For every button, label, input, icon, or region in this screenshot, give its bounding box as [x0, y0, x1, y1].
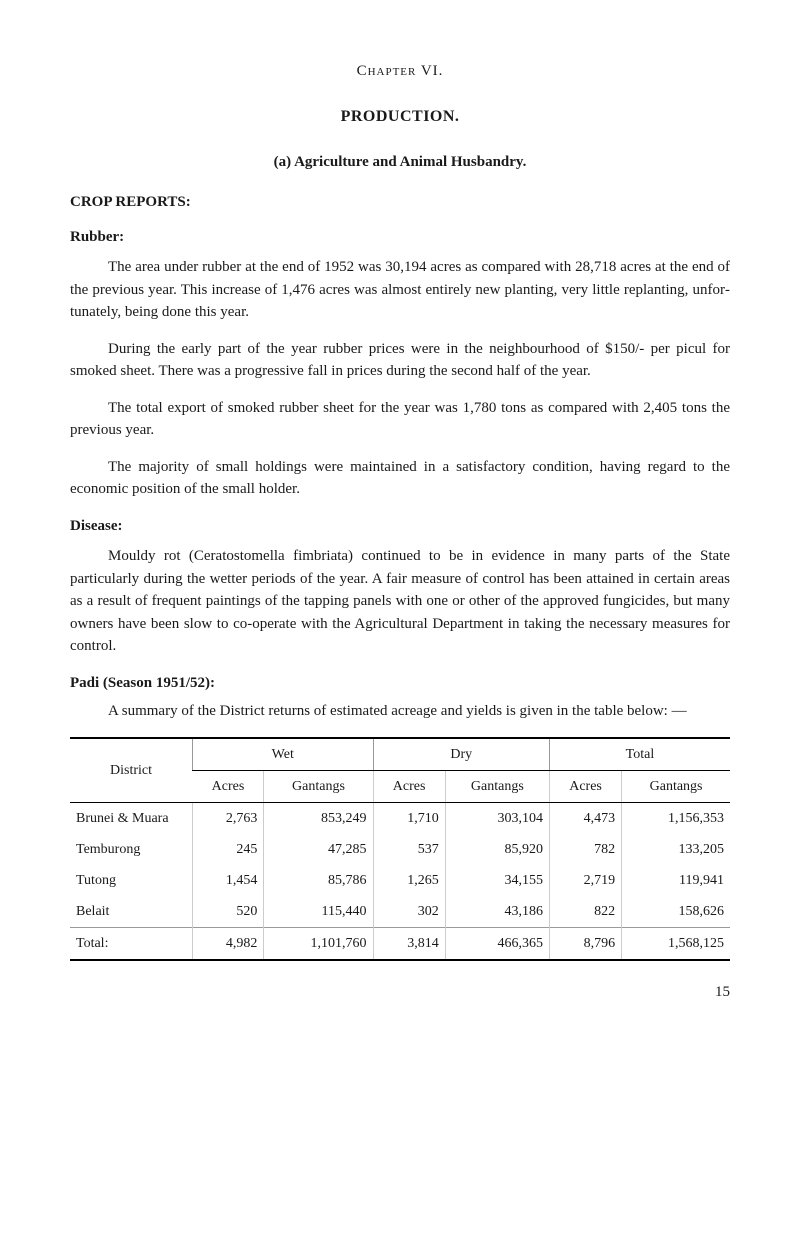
total-acres-cell: 4,473: [549, 802, 621, 834]
total-wet-acres-cell: 4,982: [193, 927, 264, 960]
total-dry-acres-cell: 3,814: [373, 927, 445, 960]
subsection-a-heading: (a) Agriculture and Animal Husbandry.: [70, 151, 730, 174]
rubber-para-1: The area under rubber at the end of 1952…: [70, 256, 730, 324]
total-total-gantangs-cell: 1,568,125: [622, 927, 730, 960]
district-cell: Brunei & Muara: [70, 802, 193, 834]
padi-table: District Wet Dry Total Acres Gantangs Ac…: [70, 737, 730, 961]
wet-acres-cell: 2,763: [193, 802, 264, 834]
rubber-para-4: The majority of small holdings were main…: [70, 456, 730, 501]
disease-para-1: Mouldy rot (Ceratostomella fimbriata) co…: [70, 545, 730, 658]
disease-heading: Disease:: [70, 515, 730, 538]
total-acres-cell: 782: [549, 834, 621, 865]
total-acres-cell: 2,719: [549, 865, 621, 896]
wet-acres-cell: 1,454: [193, 865, 264, 896]
dry-acres-cell: 537: [373, 834, 445, 865]
total-gantangs-cell: 158,626: [622, 896, 730, 928]
wet-header: Wet: [193, 738, 374, 771]
page-number: 15: [70, 981, 730, 1004]
table-total-row: Total: 4,982 1,101,760 3,814 466,365 8,7…: [70, 927, 730, 960]
table-row: Belait 520 115,440 302 43,186 822 158,62…: [70, 896, 730, 928]
table-row: Brunei & Muara 2,763 853,249 1,710 303,1…: [70, 802, 730, 834]
rubber-para-3: The total export of smoked rubber sheet …: [70, 397, 730, 442]
dry-acres-cell: 1,710: [373, 802, 445, 834]
dry-header: Dry: [373, 738, 549, 771]
wet-gantangs-cell: 115,440: [264, 896, 373, 928]
dry-gantangs-header: Gantangs: [445, 770, 549, 802]
total-gantangs-cell: 119,941: [622, 865, 730, 896]
padi-heading: Padi (Season 1951/52):: [70, 672, 730, 695]
wet-gantangs-header: Gantangs: [264, 770, 373, 802]
total-gantangs-cell: 1,156,353: [622, 802, 730, 834]
padi-intro: A summary of the District returns of est…: [70, 700, 730, 723]
dry-gantangs-cell: 85,920: [445, 834, 549, 865]
crop-reports-heading: CROP REPORTS:: [70, 191, 730, 214]
dry-gantangs-cell: 43,186: [445, 896, 549, 928]
dry-acres-cell: 302: [373, 896, 445, 928]
dry-gantangs-cell: 34,155: [445, 865, 549, 896]
wet-gantangs-cell: 853,249: [264, 802, 373, 834]
total-header: Total: [549, 738, 730, 771]
total-total-acres-cell: 8,796: [549, 927, 621, 960]
total-gantangs-cell: 133,205: [622, 834, 730, 865]
total-wet-gantangs-cell: 1,101,760: [264, 927, 373, 960]
total-acres-cell: 822: [549, 896, 621, 928]
dry-acres-cell: 1,265: [373, 865, 445, 896]
wet-gantangs-cell: 85,786: [264, 865, 373, 896]
dry-gantangs-cell: 303,104: [445, 802, 549, 834]
district-cell: Belait: [70, 896, 193, 928]
rubber-para-2: During the early part of the year rubber…: [70, 338, 730, 383]
wet-acres-cell: 245: [193, 834, 264, 865]
district-cell: Temburong: [70, 834, 193, 865]
wet-gantangs-cell: 47,285: [264, 834, 373, 865]
district-header: District: [70, 738, 193, 803]
wet-acres-header: Acres: [193, 770, 264, 802]
district-cell: Tutong: [70, 865, 193, 896]
table-row: Tutong 1,454 85,786 1,265 34,155 2,719 1…: [70, 865, 730, 896]
wet-acres-cell: 520: [193, 896, 264, 928]
production-title: PRODUCTION.: [70, 105, 730, 129]
total-dry-gantangs-cell: 466,365: [445, 927, 549, 960]
chapter-heading: Chapter VI.: [70, 60, 730, 83]
total-label-cell: Total:: [70, 927, 193, 960]
total-acres-header: Acres: [549, 770, 621, 802]
table-group-header-row: District Wet Dry Total: [70, 738, 730, 771]
table-row: Temburong 245 47,285 537 85,920 782 133,…: [70, 834, 730, 865]
rubber-heading: Rubber:: [70, 226, 730, 249]
total-gantangs-header: Gantangs: [622, 770, 730, 802]
dry-acres-header: Acres: [373, 770, 445, 802]
